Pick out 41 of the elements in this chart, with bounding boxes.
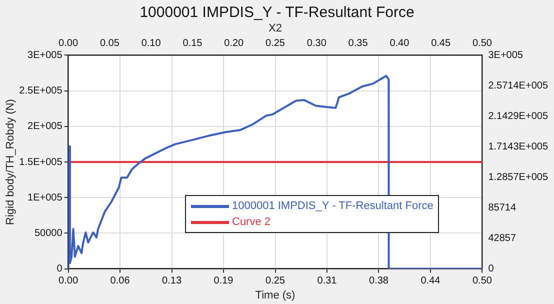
x2-tick-label: 0.45 [431, 38, 451, 49]
x2-tick-label: 0.05 [100, 38, 120, 49]
y2-tick-label: 42857 [488, 233, 516, 244]
x-tick-label: 0.31 [317, 276, 338, 287]
x-tick-label: 0.38 [369, 276, 389, 287]
x2-tick-label: 0.15 [182, 38, 203, 49]
y-tick-label: 2E+005 [28, 121, 63, 132]
x-tick-label: 0.19 [214, 276, 234, 287]
chart-title: 1000001 IMPDIS_Y - TF-Resultant Force [140, 4, 414, 22]
y-tick-label: 1.5E+005 [19, 156, 63, 168]
legend-label: 1000001 IMPDIS_Y - TF-Resultant Force [232, 200, 434, 212]
x2-axis-title: X2 [268, 22, 282, 35]
x2-tick-label: 0.40 [390, 38, 410, 49]
y-tick-label: 50000 [34, 228, 63, 239]
x2-tick-label: 0.10 [141, 38, 162, 49]
y2-tick-label: 2.5714E+005 [488, 80, 548, 92]
x-tick-label: 0.44 [420, 276, 441, 287]
x-axis-title: Time (s) [255, 289, 296, 302]
y2-tick-label: 3E+005 [488, 50, 524, 61]
y-axis-title: Rigid body/TH_Robdy (N) [4, 99, 17, 225]
x-tick-label: 0.50 [472, 276, 492, 287]
y-tick-label: 2.5E+005 [19, 86, 63, 97]
x2-tick-label: 0.00 [58, 38, 78, 49]
y2-tick-label: 0 [488, 264, 494, 275]
y2-tick-label: 85714 [488, 202, 516, 214]
x-tick-label: 0.00 [58, 276, 78, 287]
y-tick-label: 3E+005 [28, 50, 63, 61]
x-tick-label: 0.25 [266, 276, 286, 287]
y-tick-label: 0 [56, 264, 63, 275]
y-tick-label: 1E+005 [28, 192, 63, 204]
y2-tick-label: 1.7143E+005 [488, 141, 548, 152]
legend-label: Curve 2 [232, 216, 271, 228]
x-tick-label: 0.13 [162, 276, 182, 287]
x2-tick-label: 0.30 [306, 38, 327, 49]
x2-tick-label: 0.20 [224, 38, 244, 49]
x2-tick-label: 0.35 [348, 38, 368, 49]
y2-tick-label: 2.1429E+005 [488, 110, 548, 122]
x2-tick-label: 0.25 [266, 38, 286, 49]
x2-tick-label: 0.50 [472, 38, 492, 49]
x-tick-label: 0.06 [110, 276, 130, 287]
y2-tick-label: 1.2857E+005 [488, 172, 548, 184]
